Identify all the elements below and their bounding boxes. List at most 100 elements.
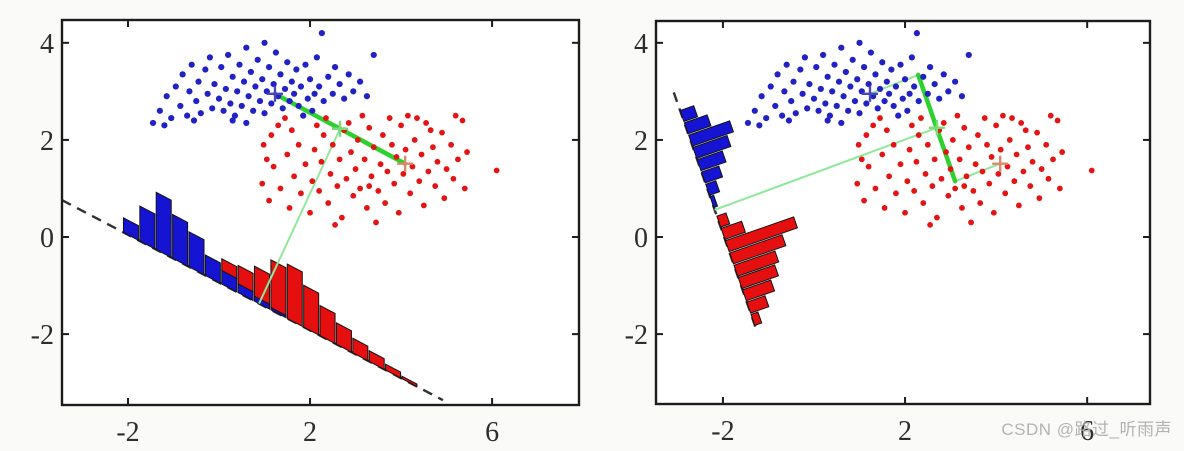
projection-connector-line [954,162,1001,183]
red-scatter-point [1018,120,1025,126]
red-scatter-point [990,209,997,216]
blue-scatter-point [744,119,752,127]
blue-scatter-point [849,56,856,63]
blue-scatter-point [254,56,261,63]
red-scatter-point [434,158,441,165]
blue-scatter-point [838,119,845,127]
blue-scatter-point [197,110,204,117]
red-scatter-point [1011,178,1018,185]
blue-scatter-point [195,78,202,85]
blue-scatter-point [856,39,863,46]
red-scatter-point [320,132,327,138]
blue-scatter-point [309,107,316,114]
blue-scatter-point [845,107,852,114]
blue-scatter-point [363,93,371,100]
blue-scatter-point [824,117,831,124]
y-tick-label: 2 [634,126,648,157]
blue-scatter-point [156,107,163,114]
red-scatter-point [418,151,425,158]
red-scatter-point [409,163,416,170]
blue-scatter-point [945,88,952,95]
blue-scatter-point [188,61,195,68]
red-scatter-point [1036,195,1043,202]
blue-scatter-point [220,107,227,114]
blue-scatter-point [325,73,332,80]
blue-histogram-bar [683,114,712,135]
red-scatter-point [266,197,272,204]
red-scatter-point [1045,175,1052,182]
red-scatter-point [1013,151,1020,158]
blue-scatter-point [186,88,193,95]
red-scatter-point [906,146,913,153]
blue-scatter-point [304,95,311,102]
blue-scatter-point [806,81,813,88]
red-histogram-bar [733,250,780,277]
red-scatter-point [439,129,445,136]
blue-scatter-point [899,95,906,102]
red-scatter-point [927,221,933,228]
red-scatter-point [325,200,332,206]
blue-scatter-point [284,59,291,66]
blue-scatter-point [883,78,890,85]
red-scatter-point [988,154,995,160]
red-scatter-point [865,163,872,170]
pca-projection-panel: -2 2 6 -2 0 2 4 [31,18,581,448]
blue-scatter-point [826,112,834,119]
red-scatter-point [986,180,993,187]
red-scatter-point [452,112,459,119]
blue-scatter-point [886,90,893,97]
blue-scatter-point [184,112,191,119]
red-scatter-point [420,202,427,209]
red-scatter-point [1020,168,1027,175]
blue-scatter-point [227,100,234,107]
red-histogram-bar [270,258,287,317]
blue-scatter-point [279,105,286,112]
blue-scatter-point [906,90,913,97]
projected-class-histograms [679,105,799,326]
red-scatter-point [263,156,270,163]
red-scatter-point [307,209,313,216]
x-tick-label: -2 [711,416,734,447]
blue-scatter-point [867,49,875,56]
blue-scatter-point [936,95,943,102]
red-scatter-point [1059,149,1066,155]
red-scatter-point [945,192,952,199]
red-scatter-point [1022,127,1029,134]
red-scatter-point [382,200,389,206]
blue-scatter-point [926,64,934,71]
blue-scatter-point [161,122,168,129]
red-scatter-point [345,120,352,126]
red-scatter-point [1006,137,1013,143]
blue-scatter-point [209,105,216,112]
blue-scatter-point [783,61,790,68]
blue-histogram-bar [204,254,221,285]
red-histogram-bar [724,216,799,253]
red-scatter-point [954,112,961,119]
red-scatter-point [961,124,968,131]
blue-scatter-point [756,122,763,129]
blue-scatter-point [341,95,348,102]
red-scatter-point [1000,112,1006,119]
y-tick-label: 0 [40,223,54,254]
red-scatter-point [284,151,291,158]
red-scatter-point [270,163,277,170]
red-scatter-point [949,137,956,143]
red-scatter-point [393,154,400,160]
blue-scatter-point [931,81,938,88]
blue-scatter-point [758,93,765,100]
red-histogram-bar [385,363,402,379]
y-tick-label: -2 [31,320,54,351]
blue-scatter-point [238,102,245,110]
blue-scatter-point [781,88,788,95]
red-histogram-bar [716,212,731,228]
red-scatter-point [1004,163,1011,170]
red-scatter-point [854,180,861,187]
axis-ticks: -2 2 6 -2 0 2 4 [625,21,1150,447]
red-scatter-point [282,115,288,121]
red-scatter-point [275,122,282,129]
blue-histogram-bar [188,231,205,276]
blue-scatter-point [204,90,211,97]
blue-mean-cross [861,85,878,102]
scatter-points [149,30,500,228]
fisher-projection-panel: -2 2 6 -2 0 2 4 [625,19,1152,447]
